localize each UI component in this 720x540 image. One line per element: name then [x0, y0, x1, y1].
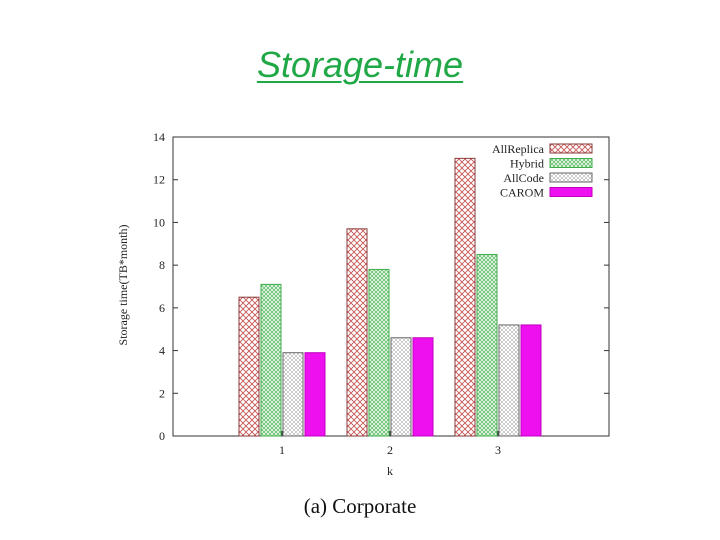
legend-label-carom: CAROM: [500, 186, 544, 200]
bar-hybrid-k1: [260, 283, 282, 437]
slide-title: Storage-time: [0, 44, 720, 86]
bar-allreplica-k2: [346, 228, 368, 437]
legend-swatch-carom: [549, 187, 593, 197]
bar-allreplica-k1: [238, 296, 260, 437]
bar-allreplica-k3: [454, 157, 476, 437]
x-tick-label: 3: [495, 443, 501, 457]
y-tick-label: 10: [153, 215, 165, 229]
bar-carom-k1: [304, 352, 326, 437]
y-tick-label: 8: [159, 258, 165, 272]
bar-allcode-k2: [390, 337, 412, 437]
legend-label-allreplica: AllReplica: [492, 142, 545, 156]
x-axis-label: k: [387, 464, 393, 478]
bar-carom-k3: [520, 324, 542, 437]
y-tick-label: 12: [153, 173, 165, 187]
legend-swatch-hybrid: [549, 158, 593, 168]
bar-hybrid-k3: [476, 253, 498, 437]
x-tick-label: 2: [387, 443, 393, 457]
y-tick-label: 14: [153, 130, 165, 144]
bar-hybrid-k2: [368, 268, 390, 437]
y-axis-label: Storage time(TB*month): [116, 225, 130, 346]
legend-label-hybrid: Hybrid: [510, 157, 544, 171]
legend-swatch-allreplica: [549, 143, 593, 154]
y-tick-label: 6: [159, 301, 165, 315]
y-tick-label: 2: [159, 386, 165, 400]
legend-label-allcode: AllCode: [503, 171, 544, 185]
y-tick-label: 0: [159, 429, 165, 443]
bar-allcode-k1: [282, 352, 304, 437]
x-tick-label: 1: [279, 443, 285, 457]
slide-title-text: Storage-time: [256, 44, 464, 85]
bar-carom-k2: [412, 337, 434, 437]
y-tick-label: 4: [159, 344, 165, 358]
figure-caption: (a) Corporate: [303, 494, 417, 518]
legend-swatch-allcode: [549, 172, 593, 183]
bar-allcode-k3: [498, 324, 520, 437]
